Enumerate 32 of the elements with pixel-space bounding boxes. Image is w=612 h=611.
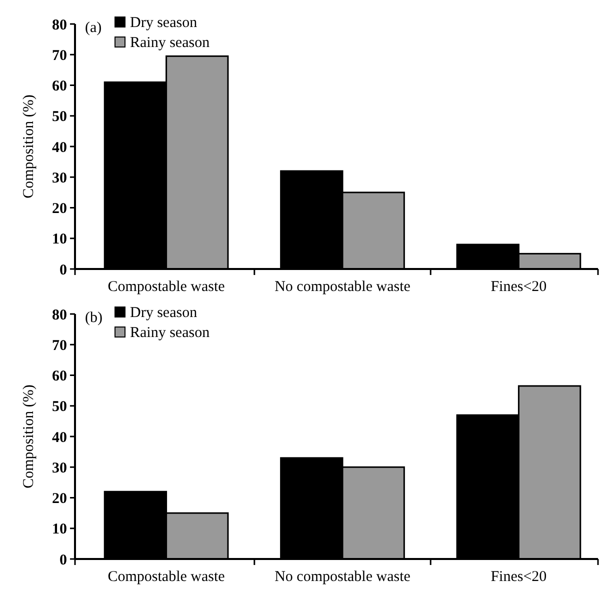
y-axis-title: Composition (%) [21, 94, 37, 198]
y-tick-label: 60 [52, 78, 67, 94]
x-tick-label: No compostable waste [274, 569, 411, 585]
y-tick-label: 70 [52, 48, 67, 64]
y-tick-label: 60 [52, 368, 67, 384]
x-tick-label: Compostable waste [108, 279, 226, 295]
x-tick-label: Fines<20 [490, 569, 547, 585]
y-tick-label: 40 [52, 430, 67, 446]
legend-label: Dry season [130, 305, 198, 321]
y-tick-label: 20 [52, 491, 67, 507]
y-tick-label: 0 [60, 262, 67, 278]
x-tick-label: Compostable waste [108, 569, 226, 585]
y-tick-label: 0 [60, 552, 67, 568]
y-tick-label: 70 [52, 338, 67, 354]
legend-label: Dry season [130, 15, 198, 31]
y-tick-label: 50 [52, 399, 67, 416]
legend-label: Rainy season [130, 325, 210, 341]
y-tick-label: 10 [52, 232, 67, 248]
y-tick-label: 50 [52, 109, 67, 126]
y-tick-label: 30 [52, 460, 67, 476]
y-tick-label: 10 [52, 522, 67, 538]
y-tick-label: 20 [52, 201, 67, 217]
y-tick-label: 30 [52, 170, 67, 186]
y-tick-label: 80 [52, 307, 67, 324]
y-axis-title: Composition (%) [21, 384, 37, 488]
annotation: (a) [85, 20, 102, 36]
annotation: (b) [85, 310, 102, 326]
y-tick-label: 40 [52, 140, 67, 156]
y-tick-label: 80 [52, 17, 67, 34]
x-tick-label: No compostable waste [274, 279, 411, 295]
legend-label: Rainy season [130, 35, 210, 51]
x-tick-label: Fines<20 [490, 279, 547, 295]
